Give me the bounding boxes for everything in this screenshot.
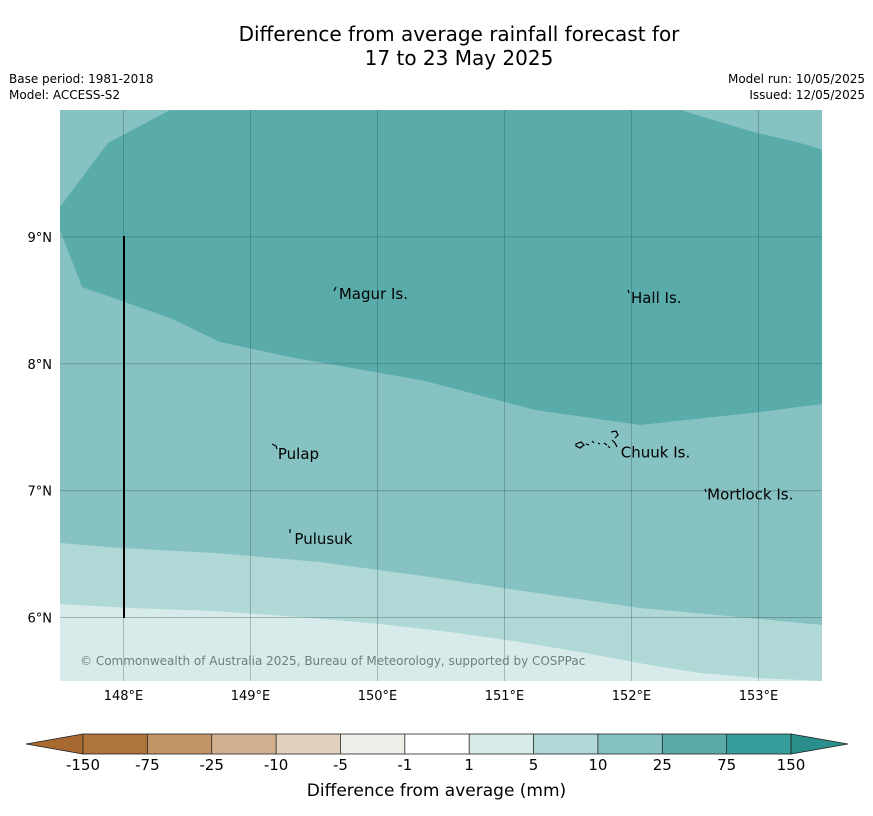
model-run: Model run: 10/05/2025 xyxy=(727,72,865,86)
x-axis-ticks: 148°E 149°E 150°E 151°E 152°E 153°E xyxy=(104,689,779,704)
colorbar-swatch xyxy=(662,734,727,754)
place-label: Magur Is. xyxy=(339,285,408,303)
y-tick-label: 7°N xyxy=(28,485,53,500)
colorbar-swatch xyxy=(469,734,534,754)
colorbar-extend-low xyxy=(25,733,84,755)
colorbar-tick: -5 xyxy=(332,756,348,774)
x-tick-label: 149°E xyxy=(231,689,271,704)
colorbar-tick: 75 xyxy=(717,756,737,774)
y-tick-label: 8°N xyxy=(28,358,53,373)
x-tick-label: 148°E xyxy=(104,689,144,704)
colorbar-swatch xyxy=(597,734,663,754)
colorbar-swatch xyxy=(533,734,598,754)
colorbar-swatch xyxy=(340,734,405,754)
y-axis-ticks: 9°N 8°N 7°N 6°N xyxy=(28,231,53,627)
colorbar-tick: -150 xyxy=(65,756,101,774)
colorbar-swatch xyxy=(83,734,148,754)
place-labels: Magur Is. Hall Is. Pulap Chuuk Is. Mortlock … xyxy=(278,285,793,548)
model-name: Model: ACCESS-S2 xyxy=(9,88,121,102)
colorbar-swatch xyxy=(404,734,470,754)
colorbar-swatch xyxy=(276,734,341,754)
colorbar-tick: -25 xyxy=(199,756,224,774)
y-tick-label: 6°N xyxy=(28,612,53,627)
shading-layer xyxy=(60,110,822,681)
x-tick-label: 150°E xyxy=(358,689,398,704)
y-tick-label: 9°N xyxy=(28,231,53,246)
title-line-1: Difference from average rainfall forecas… xyxy=(238,22,680,46)
colorbar xyxy=(25,733,849,755)
place-label: Hall Is. xyxy=(631,289,682,307)
band-25-to-75 xyxy=(60,110,822,425)
place-label: Pulap xyxy=(278,445,319,463)
colorbar-extend-high xyxy=(790,733,849,755)
colorbar-outline xyxy=(82,733,792,755)
copyright-notice: © Commonwealth of Australia 2025, Bureau… xyxy=(80,654,585,668)
colorbar-tick: -10 xyxy=(263,756,289,774)
colorbar-tick: 10 xyxy=(588,756,608,774)
colorbar-tick: -1 xyxy=(397,756,413,774)
place-label: Mortlock Is. xyxy=(707,485,793,503)
colorbar-tick: 150 xyxy=(776,756,806,774)
colorbar-label: Difference from average (mm) xyxy=(306,781,567,801)
colorbar-tick: 1 xyxy=(464,756,474,774)
issued-date: Issued: 12/05/2025 xyxy=(749,88,865,102)
place-label: Chuuk Is. xyxy=(621,444,690,462)
title-line-2: 17 to 23 May 2025 xyxy=(364,46,554,70)
base-period: Base period: 1981-2018 xyxy=(9,72,154,86)
colorbar-tick: -75 xyxy=(135,756,160,774)
colorbar-tick: 5 xyxy=(528,756,539,774)
colorbar-swatch xyxy=(147,734,212,754)
coastlines xyxy=(271,286,707,533)
colorbar-tick: 25 xyxy=(652,756,672,774)
colorbar-swatch xyxy=(211,734,277,754)
chart-title: Difference from average rainfall forecas… xyxy=(0,22,873,70)
meta-left: Base period: 1981-2018 Model: ACCESS-S2 xyxy=(9,71,154,103)
x-tick-label: 151°E xyxy=(485,689,525,704)
meta-right: Model run: 10/05/2025 Issued: 12/05/2025 xyxy=(728,71,865,103)
x-tick-label: 152°E xyxy=(612,689,652,704)
colorbar-swatch xyxy=(726,734,791,754)
place-label: Pulusuk xyxy=(294,530,352,548)
x-tick-label: 153°E xyxy=(739,689,779,704)
gridlines xyxy=(60,110,822,681)
